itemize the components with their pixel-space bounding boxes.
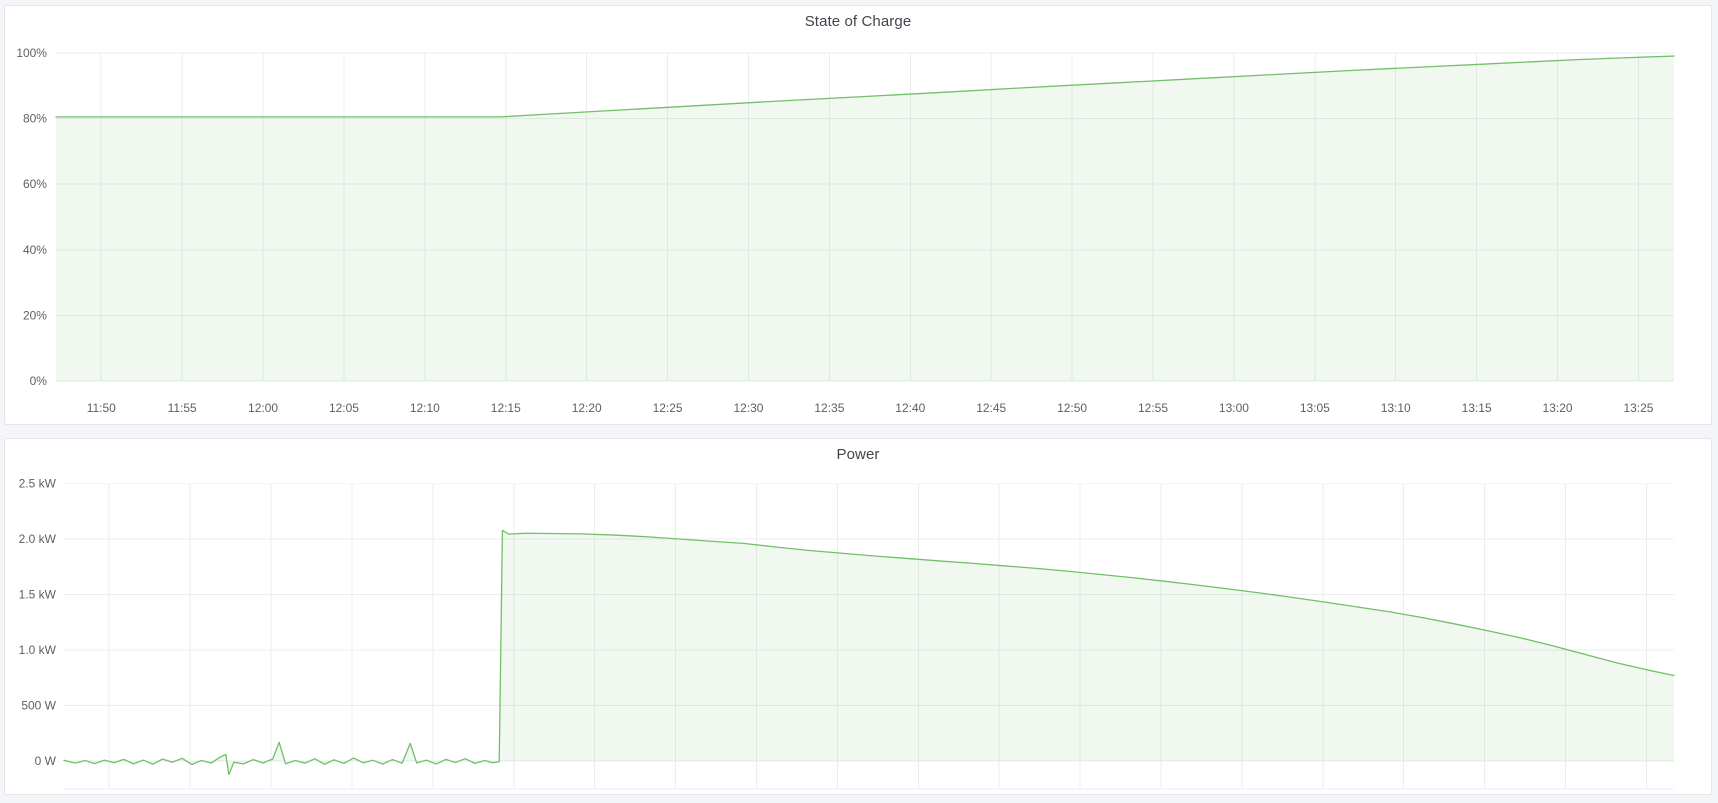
panel-header-power[interactable]: Power [5,439,1711,471]
x-tick-label: 13:00 [1219,401,1249,415]
state-of-charge-chart[interactable]: 0% 20% 40% 60% 80% 100% 11:50 11:55 12:00 12:05 12… [5,6,1711,424]
series-area [55,56,1675,382]
x-tick-label: 12:55 [1138,401,1168,415]
y-axis: 0 W 500 W 1.0 kW 1.5 kW 2.0 kW 2.5 kW [19,477,57,768]
power-chart[interactable]: 0 W 500 W 1.0 kW 1.5 kW 2.0 kW 2.5 kW [5,439,1711,794]
x-tick-label: 11:50 [87,401,116,415]
y-tick-label: 20% [23,309,47,323]
x-tick-label: 12:00 [248,401,278,415]
panel-state-of-charge: State of Charge 0% 20% 40% 60% 80% 100% 11:50 1… [4,5,1712,425]
series-line [63,529,1675,776]
y-tick-label: 1.0 kW [19,643,57,657]
x-tick-label: 12:30 [734,401,764,415]
y-tick-label: 0 W [35,754,57,768]
x-tick-label: 13:05 [1300,401,1330,415]
panel-power: Power 0 W 500 W 1.0 kW 1.5 kW 2.0 kW 2.5 kW [4,438,1712,795]
panel-title-power: Power [836,446,880,463]
y-tick-label: 2.0 kW [19,532,57,546]
grid [55,52,1675,382]
grid [63,483,1675,790]
y-tick-label: 100% [16,46,47,60]
x-tick-label: 12:45 [976,401,1006,415]
y-tick-label: 40% [23,243,47,257]
y-tick-label: 500 W [21,699,56,713]
y-tick-label: 60% [23,177,47,191]
series-line [55,55,1675,118]
x-tick-label: 13:15 [1462,401,1492,415]
x-tick-label: 12:05 [329,401,359,415]
x-tick-label: 12:40 [895,401,925,415]
panel-title-state-of-charge: State of Charge [804,13,912,30]
y-tick-label: 2.5 kW [19,477,57,491]
x-axis: 11:50 11:55 12:00 12:05 12:10 12:15 12:20 12:25… [87,401,1654,415]
x-tick-label: 11:55 [168,401,197,415]
x-tick-label: 12:10 [410,401,440,415]
x-tick-label: 12:50 [1057,401,1087,415]
x-tick-label: 13:20 [1543,401,1573,415]
panel-header-state-of-charge[interactable]: State of Charge [5,6,1711,38]
y-tick-label: 0% [30,374,48,388]
x-tick-label: 13:25 [1623,401,1653,415]
y-axis: 0% 20% 40% 60% 80% 100% [16,46,47,388]
x-tick-label: 12:25 [653,401,683,415]
x-tick-label: 12:20 [572,401,602,415]
series-area [63,530,1674,775]
x-tick-label: 13:10 [1381,401,1411,415]
x-tick-label: 12:35 [814,401,844,415]
y-tick-label: 1.5 kW [19,588,57,602]
y-tick-label: 80% [23,111,47,125]
x-tick-label: 12:15 [491,401,521,415]
